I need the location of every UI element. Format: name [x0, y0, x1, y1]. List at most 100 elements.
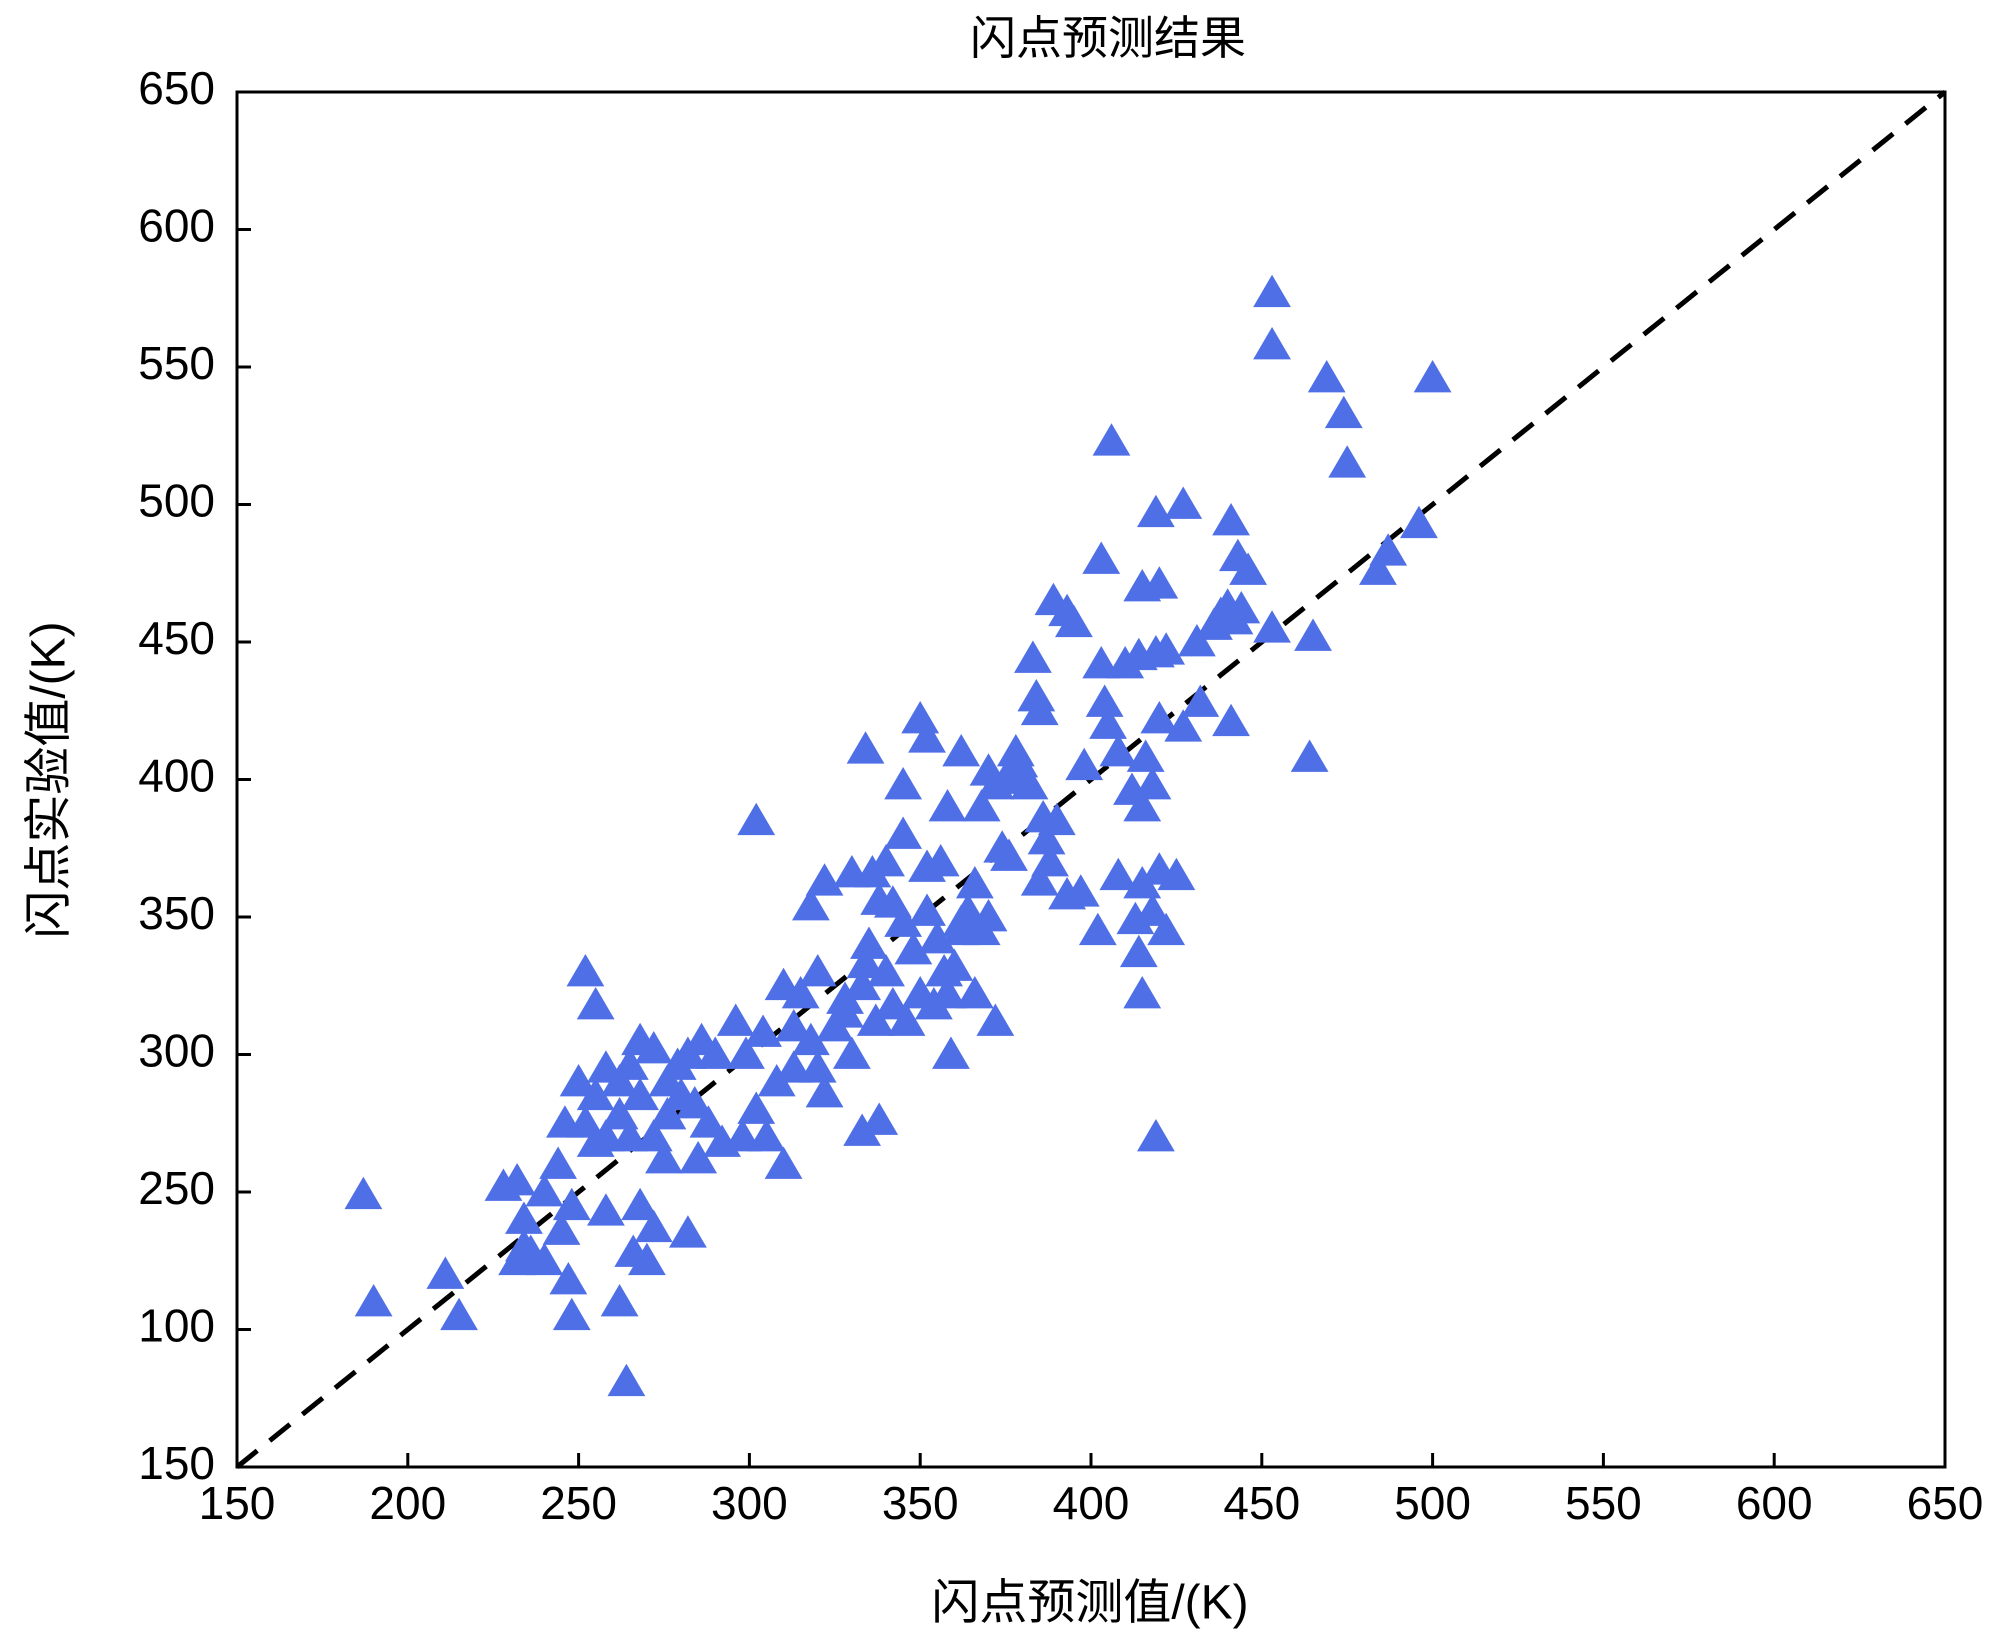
triangle-point	[669, 1215, 707, 1248]
triangle-point	[1137, 1119, 1175, 1152]
triangle-point	[621, 1187, 659, 1221]
triangle-point	[901, 701, 940, 734]
triangle-point	[856, 1003, 895, 1036]
triangle-point	[1212, 703, 1250, 737]
triangle-point	[576, 1124, 615, 1157]
y-tick-label: 650	[138, 62, 215, 114]
triangle-point	[1123, 789, 1162, 822]
triangle-point	[549, 1262, 588, 1295]
triangle-point	[600, 1284, 639, 1317]
triangle-point	[689, 1105, 728, 1138]
triangle-point	[737, 1091, 776, 1124]
triangle-point	[921, 844, 960, 877]
triangle-point	[884, 767, 923, 800]
triangle-point	[1010, 767, 1049, 800]
triangle-point	[774, 1009, 813, 1042]
triangle-point	[1078, 912, 1117, 946]
triangle-point	[805, 863, 844, 896]
triangle-point	[628, 1242, 666, 1276]
triangle-point	[1020, 863, 1059, 896]
triangle-point	[525, 1174, 564, 1207]
triangle-point	[826, 995, 864, 1028]
triangle-point	[1294, 618, 1332, 651]
triangle-point	[955, 976, 994, 1009]
triangle-point	[962, 789, 1001, 822]
x-axis-title: 闪点预测值/(K)	[931, 1577, 1248, 1630]
triangle-point	[976, 767, 1015, 800]
triangle-point	[1157, 857, 1196, 891]
triangle-point	[440, 1297, 478, 1331]
triangle-point	[546, 1105, 584, 1138]
y-tick-label: 350	[138, 887, 215, 939]
y-axis-title: 闪点实验值/(K)	[23, 621, 76, 938]
triangle-point	[1085, 684, 1124, 717]
triangle-point	[969, 899, 1008, 932]
triangle-point	[908, 720, 946, 753]
triangle-point	[542, 1212, 581, 1245]
triangle-point	[1181, 684, 1220, 717]
triangle-point	[798, 1050, 837, 1083]
triangle-point	[484, 1168, 523, 1201]
triangle-point	[1212, 503, 1250, 536]
triangle-point	[894, 932, 933, 965]
triangle-point	[1147, 632, 1186, 665]
y-tick-label: 500	[138, 475, 215, 527]
triangle-point	[1014, 640, 1052, 673]
triangle-point	[1328, 445, 1367, 478]
x-tick-label: 350	[882, 1477, 959, 1529]
triangle-point	[525, 1242, 564, 1276]
triangle-point	[559, 1064, 598, 1097]
triangle-point	[1290, 739, 1329, 772]
triangle-point	[1229, 552, 1268, 585]
triangle-point	[846, 945, 885, 979]
triangle-point	[942, 734, 981, 767]
triangle-point	[860, 882, 899, 915]
triangle-point	[976, 1003, 1015, 1036]
triangle-point	[566, 954, 605, 987]
triangle-point	[908, 893, 946, 926]
triangle-point	[1147, 912, 1186, 946]
triangle-point	[1400, 505, 1438, 539]
triangle-point	[1253, 610, 1291, 643]
triangle-point	[426, 1256, 465, 1289]
triangle-point	[843, 967, 882, 1001]
triangle-point	[1027, 822, 1066, 855]
triangle-point	[1413, 360, 1452, 393]
y-tick-label: 400	[138, 750, 215, 802]
triangle-point	[1119, 934, 1158, 968]
triangle-point	[764, 967, 803, 1001]
triangle-point	[1307, 360, 1346, 393]
triangle-point	[990, 838, 1028, 871]
x-tick-label: 600	[1736, 1477, 1813, 1529]
triangle-point	[1089, 706, 1127, 739]
triangle-point	[798, 954, 837, 987]
triangle-point	[679, 1141, 718, 1174]
y-tick-label: 450	[138, 612, 215, 664]
triangle-point	[791, 1022, 830, 1056]
triangle-point	[1082, 646, 1121, 679]
triangle-point	[1065, 747, 1104, 781]
triangle-point	[832, 1036, 871, 1069]
triangle-point	[747, 1119, 786, 1152]
triangle-point	[1164, 709, 1203, 742]
triangle-point	[344, 1176, 383, 1210]
triangle-point	[1092, 423, 1131, 456]
triangle-point	[498, 1242, 537, 1276]
y-tick-label: 550	[138, 337, 215, 389]
triangle-point	[887, 1003, 926, 1036]
triangle-point	[1116, 901, 1155, 935]
x-tick-label: 300	[711, 1477, 788, 1529]
triangle-point	[860, 1102, 899, 1135]
triangle-point	[942, 904, 981, 937]
triangle-point	[757, 1064, 796, 1097]
triangle-point	[1061, 874, 1100, 907]
triangle-point	[727, 1036, 765, 1069]
x-tick-label: 500	[1394, 1477, 1471, 1529]
triangle-point	[1099, 734, 1138, 767]
triangle-point	[928, 789, 967, 822]
triangle-point	[843, 1113, 882, 1146]
triangle-point	[716, 1003, 755, 1036]
triangle-point	[552, 1297, 591, 1331]
triangle-point	[505, 1201, 543, 1234]
